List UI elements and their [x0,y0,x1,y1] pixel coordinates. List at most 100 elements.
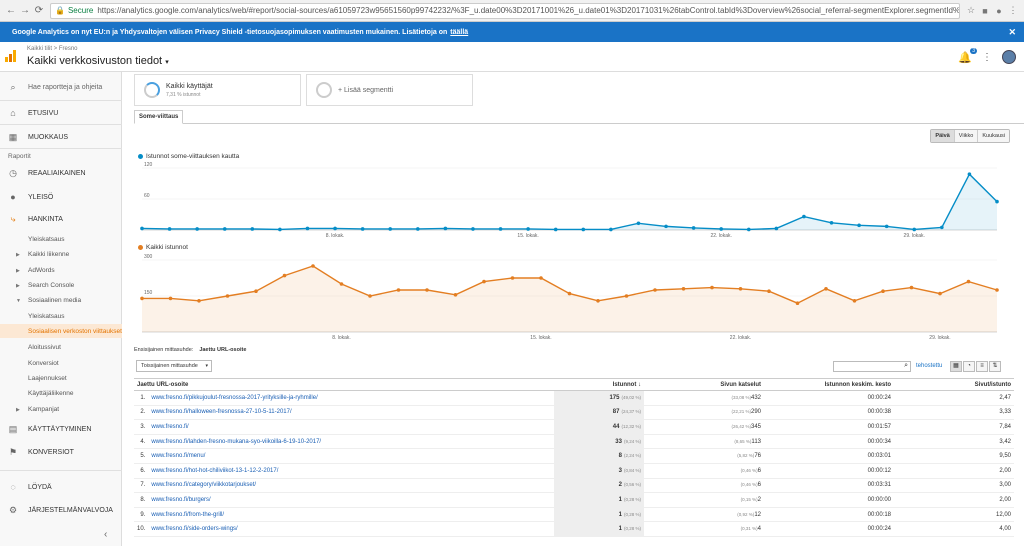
row-url-link[interactable]: www.fresno.fi/halloween-fresnossa-27-10-… [148,405,554,421]
data-point [250,227,255,231]
row-url-link[interactable]: www.fresno.fi/burgers/ [148,492,554,508]
sidebar-item-customize[interactable]: ▦ MUOKKAUS [8,131,69,142]
reload-icon[interactable]: ⟳ [34,5,44,16]
extension-icon[interactable]: ■ [982,5,988,16]
sidebar-item-social[interactable]: ▼ Sosiaalinen media [16,297,82,304]
row-avg-duration: 00:00:24 [764,521,894,537]
lock-icon: 🔒 [55,6,65,15]
data-point [909,285,914,290]
granularity-month[interactable]: Kuukausi [977,130,1009,142]
sidebar-item-social-overview[interactable]: Yleiskatsaus [28,313,65,320]
data-point [774,226,779,231]
sidebar-item-search-console[interactable]: ▶ Search Console [16,282,75,289]
sidebar-item-network-referrals[interactable]: Sosiaalisen verkoston viittaukset [0,324,122,338]
row-url-link[interactable]: www.fresno.fi/from-the-grill/ [148,507,554,523]
sidebar-item-overview[interactable]: Yleiskatsaus [28,236,65,243]
collapse-icon[interactable]: ‹ [104,529,108,540]
row-number: 4. [134,434,149,450]
sidebar-item-campaigns[interactable]: ▶ Kampanjat [16,406,60,413]
col-header-avg-duration[interactable]: Istunnon keskim. kesto [764,378,894,391]
row-url-link[interactable]: www.fresno.fi/pikkujoulut-fresnossa-2017… [148,390,554,406]
sidebar-item-conversions-main[interactable]: ⚑ KONVERSIOT [8,446,74,457]
sidebar-item-plugins[interactable]: Laajennukset [28,375,67,382]
pie-view-icon[interactable]: ◔ [963,361,975,372]
advanced-link[interactable]: tehostettu [916,363,943,369]
row-url-link[interactable]: www.fresno.fi/lahden-fresno-mukana-syo-v… [148,434,554,450]
col-header-pageviews[interactable]: Sivun katselut [644,378,764,391]
primary-dimension-value[interactable]: Jaettu URL-osoite [199,347,247,353]
granularity-toggle: Päivä Viikko Kuukausi [930,129,1010,143]
star-icon[interactable]: ☆ [966,5,976,15]
data-point [311,264,315,268]
sidebar-item-conversions[interactable]: Konversiot [28,360,59,367]
close-icon[interactable]: ✕ [1008,26,1016,37]
sidebar-item-discover[interactable]: ◌ LÖYDÄ [0,482,122,492]
col-header-pages-per-session[interactable]: Sivut/istunto [894,378,1014,391]
row-percent: (0,46 %) [740,467,758,473]
back-icon[interactable]: ← [6,5,16,16]
avatar[interactable] [1002,50,1016,64]
divider [0,124,122,125]
table-row: 4. www.fresno.fi/lahden-fresno-mukana-syo… [134,434,1014,450]
sidebar-item-audience[interactable]: ● YLEISÖ [0,192,122,202]
x-tick-label: 22. lokak. [730,335,751,341]
row-pages-per-session: 3,42 [894,434,1014,450]
menu-icon[interactable]: ⋮ [1008,5,1018,15]
row-percent: (0,15 %) [740,496,758,502]
sidebar-item-acquisition[interactable]: ⤷ HANKINTA [0,214,122,224]
sidebar-item-behavior[interactable]: ▤ KÄYTTÄYTYMINEN [8,423,92,434]
bar-view-icon[interactable]: ≡ [976,361,988,372]
banner-link[interactable]: täällä [450,28,469,36]
sidebar-item-admin[interactable]: ⚙ JÄRJESTELMÄNVALVOJA [8,504,113,515]
sidebar-item-adwords[interactable]: ▶ AdWords [16,267,55,274]
forward-icon[interactable]: → [20,5,30,16]
sidebar-search[interactable]: ⌕ Hae raportteja ja ohjeita [0,82,122,92]
sidebar-item-all-traffic[interactable]: ▶ Kaikki liikenne [16,251,70,258]
view-switcher: ▦ ◔ ≡ ⇅ [950,361,1001,372]
granularity-day[interactable]: Päivä [931,130,954,142]
row-percent: (12,32 %) [621,423,641,429]
bell-icon[interactable]: 🔔 3 [958,47,977,64]
sidebar-item-landing-pages[interactable]: Aloitussivut [28,344,61,351]
breadcrumb[interactable]: Kaikki tilit > Fresno [27,46,78,52]
extension-icon[interactable]: ● [996,5,1002,16]
property-selector[interactable]: Kaikki verkkosivuston tiedot ▾ [27,55,169,67]
secure-label: Secure [67,6,94,15]
data-point [995,288,999,292]
x-tick-label: 8. lokak. [332,335,351,341]
row-url-link[interactable]: www.fresno.fi/ [148,419,554,435]
caret-icon: ▶ [16,267,20,274]
tab-social-referral[interactable]: Some-viittaus [134,110,184,124]
row-sessions: 1 (0,28 %) [554,507,644,523]
more-icon[interactable]: ⋮ [982,51,992,63]
row-url-link[interactable]: www.fresno.fi/side-orders-wings/ [148,521,554,537]
col-header-url[interactable]: Jaettu URL-osoite [134,378,554,391]
caret-icon: ▶ [16,282,20,289]
caret-icon: ▶ [16,251,20,258]
row-url-link[interactable]: www.fresno.fi/category/viikkotarjoukset/ [148,478,554,494]
granularity-week[interactable]: Viikko [953,130,978,142]
y-tick-label: 60 [144,193,150,199]
table-view-icon[interactable]: ▦ [950,361,962,372]
table-search-input[interactable]: ⌕ [833,361,911,372]
secondary-dimension-select[interactable]: Toissijainen mittasuhde ▾ [136,360,212,372]
sidebar-item-users-flow[interactable]: Käyttäjäliikenne [28,390,74,397]
row-url-link[interactable]: www.fresno.fi/menu/ [148,448,554,464]
sidebar-item-realtime[interactable]: ◷ REAALIAIKAINEN [9,167,86,178]
table-row: 2. www.fresno.fi/halloween-fresnossa-27-1… [134,405,1014,421]
row-url-link[interactable]: www.fresno.fi/hot-hot-chiliviikot-13-1-1… [148,463,554,479]
sidebar-item-home[interactable]: ⌂ ETUSIVU [0,108,122,118]
compare-view-icon[interactable]: ⇅ [989,361,1001,372]
address-bar[interactable]: 🔒 Secure https://analytics.google.com/an… [50,2,960,19]
data-point [360,227,365,231]
caret-icon: ▶ [16,406,20,413]
row-pages-per-session: 2,00 [894,463,1014,479]
add-segment-button[interactable]: + Lisää segmentti [306,74,473,106]
segment-name: Kaikki käyttäjät [166,82,213,90]
col-header-sessions[interactable]: Istunnot ↓ [554,378,644,391]
row-pageviews: (8,65 %)113 [644,434,764,450]
analytics-logo-icon[interactable] [5,50,17,62]
segment-all-users[interactable]: Kaikki käyttäjät 7,31 % istunnot [134,74,301,106]
chart1-title: Istunnot some-viittauksen kautta [146,153,240,160]
row-number: 5. [134,448,149,464]
